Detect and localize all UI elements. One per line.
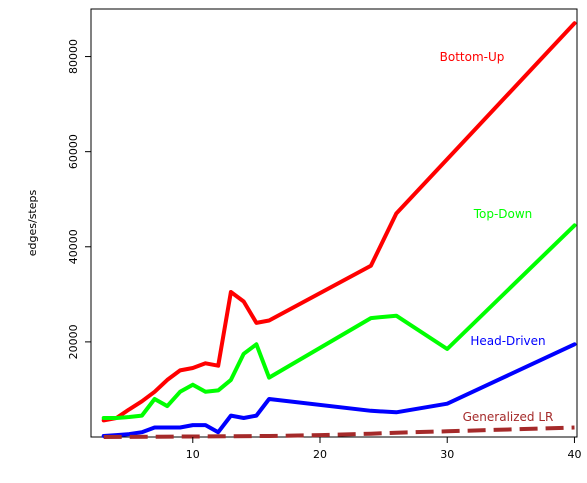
label-layer: Bottom-Up Top-Down Head-Driven Generalized … (440, 50, 554, 424)
series-line-generalized-lr (103, 425, 575, 439)
series-line-top-down (101, 223, 577, 420)
series-layer (101, 21, 577, 439)
series-label-bottom-up: Bottom-Up (440, 50, 505, 64)
x-tick-label: 20 (313, 448, 327, 461)
axis-layer: 10 20 30 40 20000 40000 60000 80000 (67, 39, 581, 461)
x-tick-label: 30 (440, 448, 454, 461)
series-label-generalized-lr: Generalized LR (463, 410, 554, 424)
y-tick-label: 40000 (67, 229, 80, 264)
y-tick-label: 20000 (67, 324, 80, 359)
x-tick-label: 40 (567, 448, 581, 461)
x-tick-label: 10 (186, 448, 200, 461)
y-axis-title: edges/steps (26, 190, 39, 257)
y-tick-label: 80000 (67, 39, 80, 74)
series-line-bottom-up (101, 21, 577, 423)
series-line-head-driven (101, 342, 577, 438)
plot-frame (90, 8, 578, 438)
y-tick-label: 60000 (67, 134, 80, 169)
series-label-head-driven: Head-Driven (470, 334, 545, 348)
series-label-top-down: Top-Down (473, 207, 533, 221)
